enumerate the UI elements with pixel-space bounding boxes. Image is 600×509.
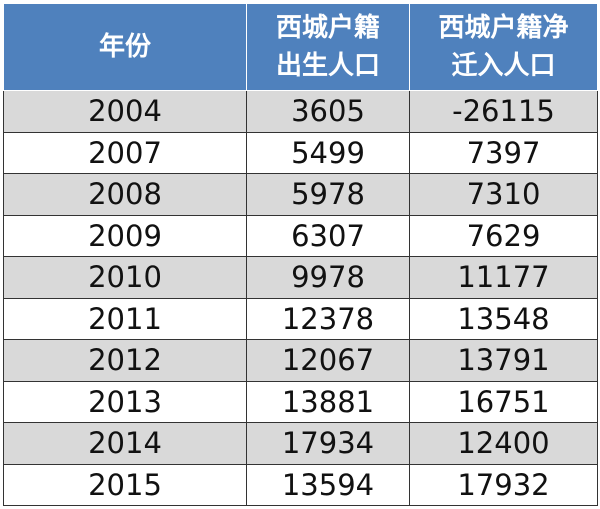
population-table: 年份 西城户籍 出生人口 西城户籍净 迁入人口 2004 3605 -26115 20… [3, 3, 598, 506]
table-row: 2011 12378 13548 [3, 297, 598, 340]
cell-net-migration: 16751 [409, 380, 598, 423]
cell-births: 6307 [246, 214, 410, 257]
header-row: 年份 西城户籍 出生人口 西城户籍净 迁入人口 [3, 3, 598, 91]
table-row: 2015 13594 17932 [3, 463, 598, 506]
cell-net-migration: 7629 [409, 214, 598, 257]
header-births: 西城户籍 出生人口 [246, 3, 410, 91]
table-row: 2008 5978 7310 [3, 173, 598, 216]
cell-net-migration: -26115 [409, 90, 598, 133]
table-row: 2014 17934 12400 [3, 422, 598, 465]
header-year: 年份 [3, 3, 247, 91]
table-row: 2013 13881 16751 [3, 380, 598, 423]
cell-births: 5978 [246, 173, 410, 216]
cell-year: 2009 [3, 214, 247, 257]
header-net-migration-line-1: 西城户籍净 [438, 13, 569, 43]
table-row: 2007 5499 7397 [3, 131, 598, 174]
table-body: 2004 3605 -26115 2007 5499 7397 2008 5978 7310 20… [3, 90, 598, 506]
cell-year: 2004 [3, 90, 247, 133]
cell-year: 2015 [3, 463, 247, 506]
cell-year: 2012 [3, 339, 247, 382]
header-year-line-1: 年份 [98, 32, 151, 62]
cell-births: 12378 [246, 297, 410, 340]
cell-net-migration: 7310 [409, 173, 598, 216]
table-row: 2012 12067 13791 [3, 339, 598, 382]
cell-net-migration: 12400 [409, 422, 598, 465]
table-row: 2004 3605 -26115 [3, 90, 598, 133]
header-net-migration: 西城户籍净 迁入人口 [409, 3, 598, 91]
cell-births: 12067 [246, 339, 410, 382]
cell-births: 13594 [246, 463, 410, 506]
cell-year: 2008 [3, 173, 247, 216]
cell-births: 17934 [246, 422, 410, 465]
table-header: 年份 西城户籍 出生人口 西城户籍净 迁入人口 [3, 3, 598, 91]
cell-year: 2013 [3, 380, 247, 423]
header-births-line-2: 出生人口 [275, 51, 380, 81]
table-row: 2009 6307 7629 [3, 214, 598, 257]
cell-net-migration: 13791 [409, 339, 598, 382]
cell-net-migration: 13548 [409, 297, 598, 340]
cell-year: 2011 [3, 297, 247, 340]
table-row: 2010 9978 11177 [3, 256, 598, 299]
cell-year: 2014 [3, 422, 247, 465]
cell-births: 9978 [246, 256, 410, 299]
header-births-line-1: 西城户籍 [275, 13, 380, 43]
cell-net-migration: 7397 [409, 131, 598, 174]
header-net-migration-line-2: 迁入人口 [451, 51, 556, 81]
cell-year: 2007 [3, 131, 247, 174]
cell-births: 5499 [246, 131, 410, 174]
cell-births: 3605 [246, 90, 410, 133]
cell-year: 2010 [3, 256, 247, 299]
cell-net-migration: 11177 [409, 256, 598, 299]
cell-net-migration: 17932 [409, 463, 598, 506]
cell-births: 13881 [246, 380, 410, 423]
